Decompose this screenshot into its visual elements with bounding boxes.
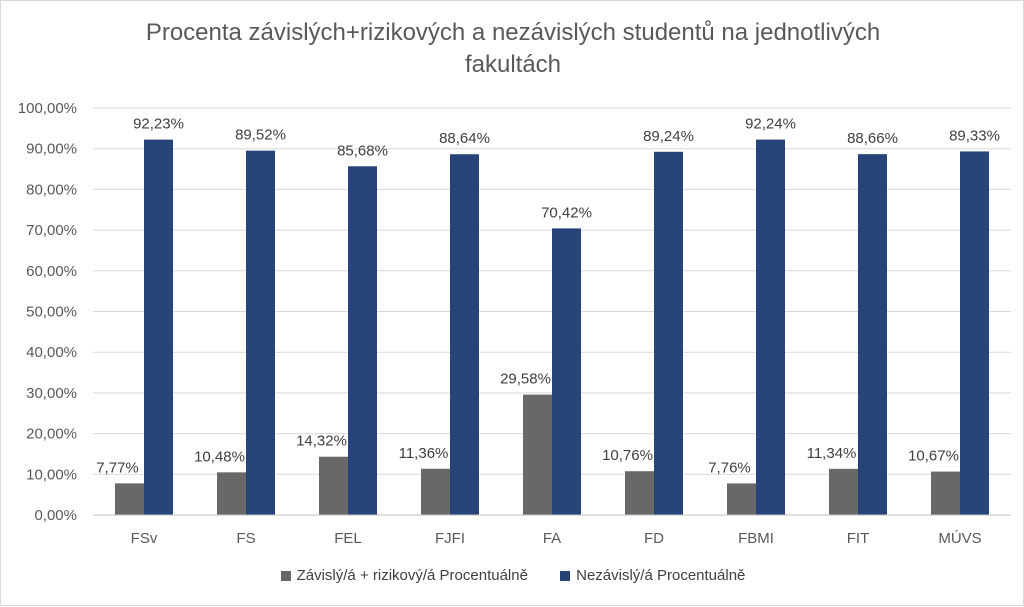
x-tick-label: FIT	[847, 530, 870, 547]
bar-dependent	[523, 394, 552, 515]
data-label-dependent: 11,36%	[399, 445, 449, 462]
data-label-dependent: 29,58%	[500, 371, 551, 388]
bar-dependent	[931, 471, 960, 515]
y-tick-label: 90,00%	[26, 141, 77, 158]
bar-independent	[654, 151, 683, 515]
y-tick-label: 100,00%	[18, 100, 77, 117]
bar-dependent	[727, 483, 756, 515]
bar-dependent	[421, 468, 450, 515]
legend-item-independent: Nezávislý/á Procentuálně	[560, 567, 745, 584]
x-tick-label: FS	[236, 530, 255, 547]
bar-dependent	[319, 456, 348, 515]
legend-label-independent: Nezávislý/á Procentuálně	[576, 567, 746, 584]
data-label-dependent: 10,76%	[602, 447, 653, 464]
data-label-dependent: 14,32%	[296, 433, 347, 450]
y-tick-label: 0,00%	[34, 507, 77, 524]
x-tick-label: FD	[644, 530, 664, 547]
bar-dependent	[115, 483, 144, 515]
legend-label-dependent: Závislý/á + rizikový/á Procentuálně	[296, 567, 528, 584]
bar-independent	[348, 166, 377, 515]
y-tick-label: 70,00%	[26, 222, 77, 239]
bar-independent	[144, 139, 173, 515]
bar-dependent	[217, 472, 246, 515]
data-label-independent: 70,42%	[541, 204, 592, 221]
chart-legend: Závislý/á + rizikový/á Procentuálně Nezá…	[1, 567, 1024, 585]
data-label-dependent: 11,34%	[807, 445, 857, 462]
chart-title: Procenta závislých+rizikových a nezávisl…	[1, 17, 1024, 81]
data-label-independent: 89,52%	[235, 127, 286, 144]
data-label-independent: 89,24%	[643, 128, 694, 145]
y-tick-label: 10,00%	[26, 466, 77, 483]
bar-independent	[450, 154, 479, 515]
bar-dependent	[829, 468, 858, 515]
bar-independent	[858, 154, 887, 515]
x-tick-label: FBMI	[738, 530, 774, 547]
data-label-independent: 89,33%	[949, 127, 1000, 144]
y-tick-label: 40,00%	[26, 344, 77, 361]
legend-swatch-dependent	[280, 570, 291, 581]
data-label-independent: 88,66%	[847, 130, 898, 147]
chart-title-line-1: Procenta závislých+rizikových a nezávisl…	[145, 19, 881, 46]
data-label-dependent: 7,76%	[708, 459, 751, 476]
data-label-independent: 92,23%	[133, 116, 184, 133]
data-label-dependent: 7,77%	[96, 459, 139, 476]
data-label-independent: 85,68%	[337, 142, 388, 159]
y-tick-label: 30,00%	[26, 385, 77, 402]
y-tick-label: 80,00%	[26, 181, 77, 198]
bar-independent	[552, 228, 581, 515]
data-label-dependent: 10,67%	[908, 448, 959, 465]
data-label-dependent: 10,48%	[194, 448, 245, 465]
x-tick-label: FEL	[334, 530, 362, 547]
y-tick-label: 60,00%	[26, 263, 77, 280]
y-tick-label: 20,00%	[26, 426, 77, 443]
bar-independent	[960, 151, 989, 516]
chart-title-line-2: fakultách	[464, 51, 562, 78]
bar-dependent	[625, 471, 654, 515]
bar-independent	[246, 150, 275, 515]
y-tick-label: 50,00%	[26, 304, 77, 321]
legend-item-dependent: Závislý/á + rizikový/á Procentuálně	[280, 567, 528, 584]
bar-independent	[756, 139, 785, 516]
x-tick-label: FJFI	[435, 530, 465, 547]
data-label-independent: 88,64%	[439, 130, 490, 147]
x-tick-label: FSv	[131, 530, 158, 547]
x-tick-label: FA	[543, 530, 561, 547]
x-tick-label: MÚVS	[938, 530, 981, 547]
legend-swatch-independent	[560, 570, 571, 581]
data-label-independent: 92,24%	[745, 116, 796, 133]
